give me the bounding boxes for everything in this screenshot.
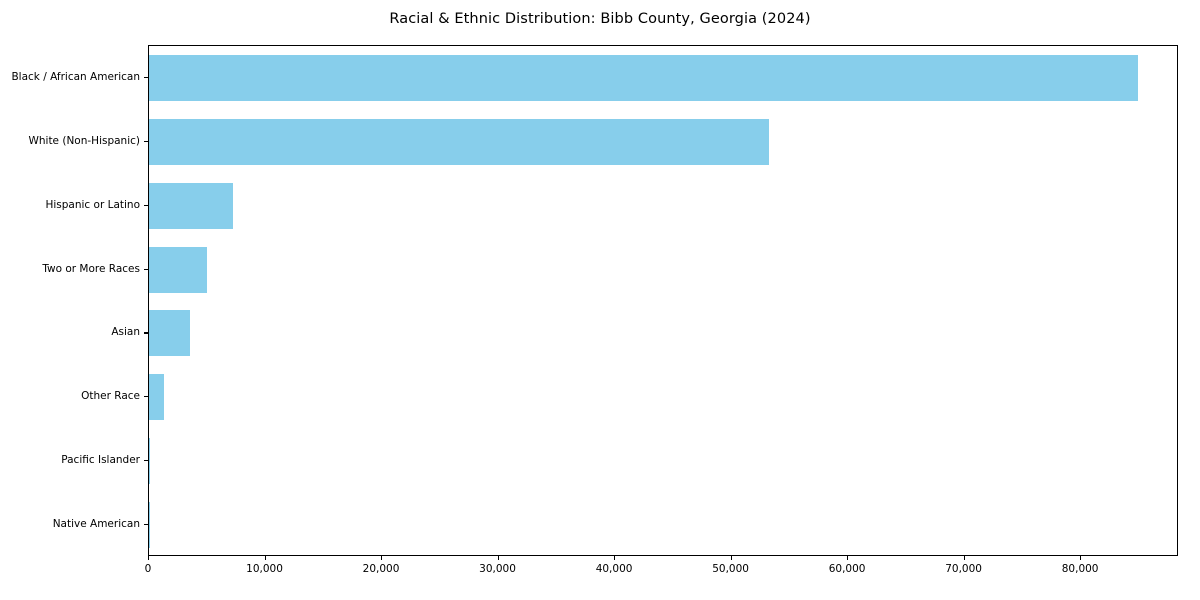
bar-two-or-more-races[interactable]	[149, 246, 208, 293]
y-tick-mark	[144, 140, 148, 142]
y-tick-mark	[144, 332, 148, 334]
x-tick-mark	[148, 556, 150, 560]
y-tick-label: Asian	[111, 326, 140, 339]
y-tick-mark	[144, 76, 148, 79]
bar-white-non-hispanic[interactable]	[149, 118, 769, 165]
bar-other-race[interactable]	[149, 374, 165, 421]
bar-row	[149, 118, 1177, 165]
y-tick-label: Two or More Races	[42, 262, 140, 275]
x-tick-label: 20,000	[362, 563, 400, 575]
y-tick-mark	[144, 396, 148, 398]
y-tick-label: Native American	[52, 518, 140, 531]
bar-hispanic-or-latino[interactable]	[149, 182, 234, 229]
y-tick-label: White (Non-Hispanic)	[28, 134, 140, 147]
bar-row	[149, 502, 1177, 549]
x-tick-mark	[730, 556, 732, 560]
x-tick-mark	[847, 556, 849, 560]
x-tick-label: 0	[144, 563, 152, 575]
bar-row	[149, 54, 1177, 101]
bar-row	[149, 374, 1177, 421]
x-tick-mark	[963, 556, 965, 560]
x-tick-mark	[264, 556, 266, 560]
y-tick-mark	[144, 460, 148, 462]
chart-title: Racial & Ethnic Distribution: Bibb Count…	[389, 11, 811, 27]
bars-layer	[149, 46, 1177, 555]
x-tick-label: 50,000	[712, 563, 749, 575]
x-tick-label: 60,000	[828, 563, 866, 575]
bar-pacific-islander[interactable]	[149, 438, 150, 485]
x-tick-label: 10,000	[246, 563, 283, 575]
bar-asian[interactable]	[149, 310, 191, 357]
y-tick-mark	[144, 204, 148, 206]
x-tick-label: 40,000	[595, 563, 633, 575]
x-tick-label: 30,000	[479, 563, 516, 575]
bar-row	[149, 438, 1177, 485]
y-tick-mark	[144, 268, 148, 270]
x-tick-mark	[381, 556, 383, 560]
x-tick-label: 70,000	[945, 563, 982, 575]
x-tick-label: 80,000	[1061, 563, 1099, 575]
x-tick-mark	[614, 556, 616, 560]
bar-row	[149, 310, 1177, 357]
bar-black-african-american[interactable]	[149, 54, 1138, 101]
y-tick-label: Other Race	[81, 390, 140, 403]
y-tick-label: Pacific Islander	[61, 454, 140, 467]
y-tick-label: Black / African American	[11, 70, 140, 83]
x-tick-mark	[497, 556, 499, 560]
y-tick-label: Hispanic or Latino	[45, 198, 140, 211]
y-tick-mark	[144, 524, 148, 526]
x-tick-mark	[1080, 556, 1082, 560]
bar-row	[149, 246, 1177, 293]
bar-row	[149, 182, 1177, 229]
plot-area	[148, 45, 1178, 556]
